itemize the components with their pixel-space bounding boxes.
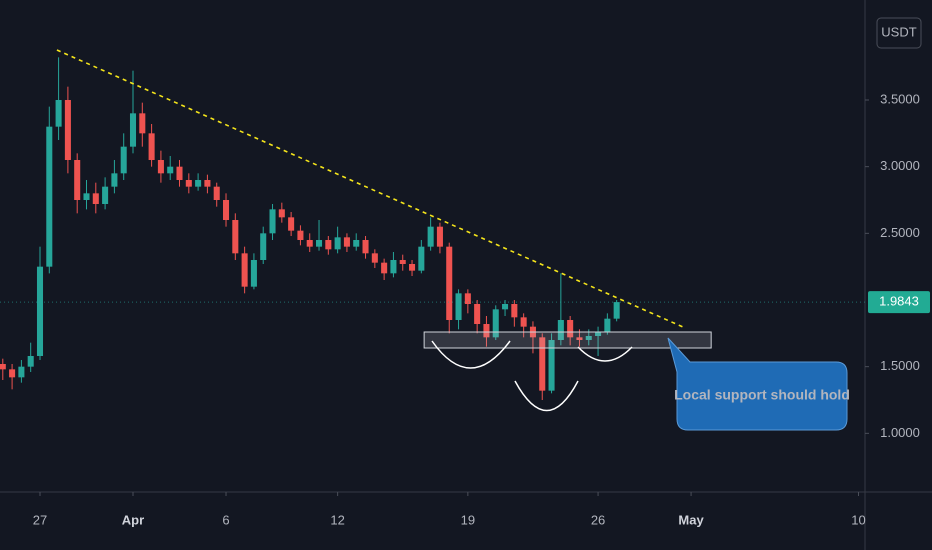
pattern-arc [431,340,511,369]
support-zone [423,331,712,349]
candle-body [362,240,369,254]
last-price-label: 1.9843 [879,294,919,309]
candle-body [418,246,425,271]
candle-body [316,240,323,247]
candle-body [27,356,34,367]
candle-body [83,193,90,200]
candle-body [390,260,397,274]
candle-body [613,302,620,319]
candle-body [474,304,481,324]
x-tick-label: 27 [33,512,47,527]
pattern-arc [514,380,579,412]
candle-body [483,324,490,338]
candle-body [64,100,71,160]
candle-body [409,264,416,271]
candle-body [288,217,295,231]
candle-body [167,166,174,174]
candle-body [204,180,211,187]
candle-body [585,336,592,340]
currency-label: USDT [881,24,916,39]
candle-body [36,266,44,356]
candle-body [46,126,53,267]
candle-body [241,253,248,287]
candle-body [576,337,583,340]
last-price-box [868,291,930,314]
candle-body [18,366,25,378]
x-tick-label: Apr [122,512,144,527]
candle-body [502,304,509,310]
candle-body [213,186,220,200]
candle-body [0,364,6,370]
candle-body [297,230,304,240]
candle-body [120,146,127,174]
candle-body [557,320,564,340]
y-tick-label: 1.5000 [880,358,920,373]
candle-body [464,293,471,304]
candle-body [381,262,388,274]
candle-body [343,237,350,247]
candle-body [269,209,276,234]
x-tick-label: 6 [222,512,229,527]
candle-body [278,209,285,218]
candle-body [195,180,202,187]
candle-body [74,160,81,200]
candle-body [250,260,257,287]
candle-body [511,304,518,318]
trendline [56,49,684,328]
candle-body [455,293,462,320]
candle-body [55,100,62,127]
candle-body [595,332,602,336]
candle-body [129,113,137,147]
candle-body [232,220,239,254]
candle-body [111,173,118,187]
x-tick-label: 12 [330,512,344,527]
candle-body [371,253,378,263]
candle-body [325,240,332,250]
candle-body [148,133,155,160]
x-tick-label: 19 [461,512,475,527]
callout-text: Local support should hold [674,387,850,403]
candle-body [306,240,313,247]
candle-body [520,317,527,327]
candle-body [157,160,164,174]
x-tick-label: 26 [591,512,605,527]
candle-body [492,309,499,338]
x-tick-label: 10 [851,512,865,527]
callout [667,337,848,431]
x-tick-label: May [678,512,704,527]
currency-box[interactable] [876,17,922,49]
candle-body [9,369,16,378]
candle-body [334,237,341,250]
pattern-arc [577,346,633,362]
candle-body [427,226,434,247]
candle-body [567,320,574,338]
candle-body [604,318,611,332]
candle-body [548,340,555,391]
candle-body [176,166,183,180]
candle-body [260,233,267,260]
candle-body [185,180,192,187]
candle-body [139,113,146,134]
y-tick-label: 3.0000 [880,158,920,173]
candle-body [436,226,443,247]
y-tick-label: 3.5000 [880,91,920,106]
y-tick-label: 1.0000 [880,425,920,440]
y-tick-label: 2.5000 [880,225,920,240]
candle-body [539,337,546,391]
candle-body [446,246,453,320]
candle-body [222,200,230,220]
candle-body [353,240,360,247]
candle-body [102,186,109,204]
candle-body [92,193,99,204]
plot-area [0,49,865,400]
candle-body [399,260,406,264]
